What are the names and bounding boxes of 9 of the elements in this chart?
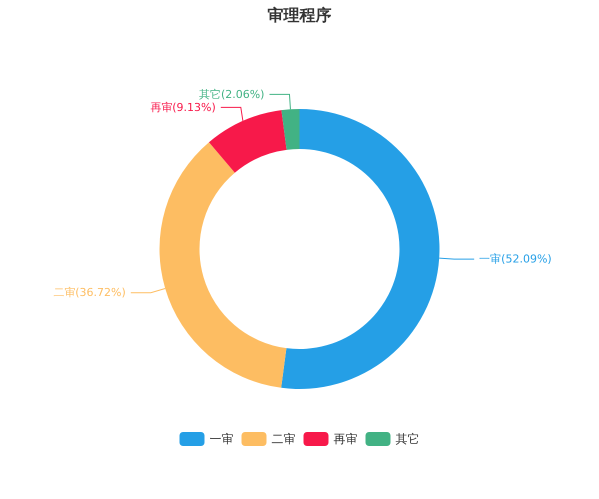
legend-label: 其它 xyxy=(396,432,420,446)
chart-title: 审理程序 xyxy=(268,6,332,24)
category-label: 其它(2.06%) xyxy=(198,88,264,101)
legend-label: 再审 xyxy=(334,432,358,446)
category-label: 一审(52.09%) xyxy=(479,252,552,266)
category-label: 二审(36.72%) xyxy=(53,286,126,300)
category-label: 再审(9.13%) xyxy=(150,100,216,114)
legend-label: 一审 xyxy=(210,432,234,446)
legend-label: 二审 xyxy=(272,432,296,446)
